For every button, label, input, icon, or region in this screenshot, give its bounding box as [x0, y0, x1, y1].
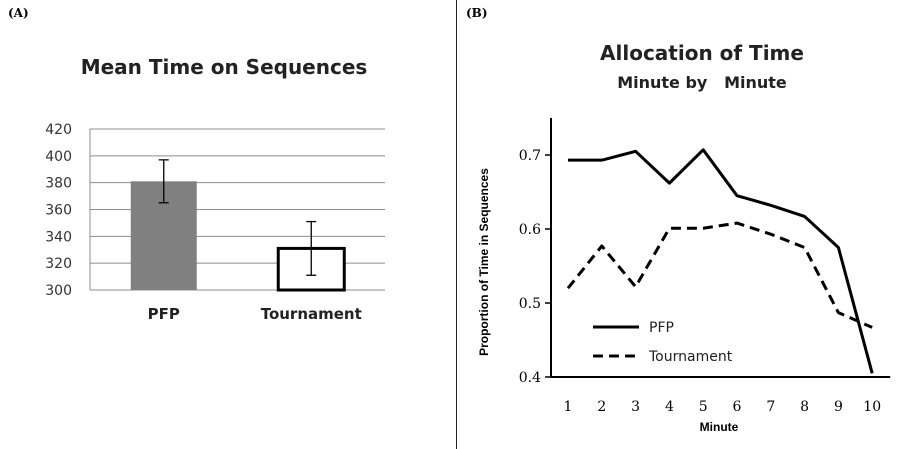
panel-a: (A) Mean Time on Sequences 300 320 340 360 3… — [8, 6, 385, 323]
y-tick-label: 400 — [45, 149, 72, 165]
x-tick-label: 9 — [834, 399, 843, 415]
x-tick-label: 7 — [766, 399, 775, 415]
panel-divider — [456, 0, 457, 449]
panel-b-label: (B) — [466, 6, 488, 20]
legend-label: Tournament — [648, 349, 733, 365]
x-tick-label: 8 — [800, 399, 809, 415]
x-tick-label: 1 — [564, 399, 573, 415]
x-tick-label: 5 — [699, 399, 708, 415]
y-tick-label: 320 — [45, 256, 72, 272]
x-tick-label: 2 — [597, 399, 606, 415]
line-chart-subtitle: Minute by Minute — [617, 73, 787, 92]
y-tick-label: 340 — [45, 229, 72, 245]
category-label: Tournament — [261, 305, 362, 323]
y-tick-label: 300 — [45, 283, 72, 299]
bar-chart-title: Mean Time on Sequences — [81, 55, 368, 79]
y-tick-label: 0.4 — [519, 370, 541, 386]
x-tick-label: 3 — [631, 399, 640, 415]
series-line-pfp — [568, 148, 874, 374]
x-axis-label: Minute — [700, 420, 739, 434]
y-tick-label: 380 — [45, 176, 72, 192]
x-tick-label: 4 — [665, 399, 674, 415]
x-tick-label: 6 — [733, 399, 742, 415]
bar-chart: Mean Time on Sequences 300 320 340 360 380 40… — [45, 55, 385, 323]
category-label: PFP — [148, 305, 180, 323]
y-tick-label: 0.6 — [519, 222, 541, 238]
y-axis-label: Proportion of Time in Sequences — [477, 168, 491, 356]
line-chart-title: Allocation of Time — [600, 41, 804, 65]
legend-label: PFP — [649, 320, 674, 336]
line-chart: Allocation of Time Minute by Minute Prop… — [477, 41, 891, 434]
y-tick-label: 0.7 — [519, 148, 541, 164]
x-tick-label: 10 — [863, 399, 881, 415]
y-tick-label: 0.5 — [519, 296, 541, 312]
y-tick-label: 420 — [45, 122, 72, 138]
y-tick-label: 360 — [45, 203, 72, 219]
panel-a-label: (A) — [8, 6, 29, 20]
panel-b: (B) Allocation of Time Minute by Minute … — [456, 0, 909, 449]
series-line-tournament — [566, 221, 873, 329]
